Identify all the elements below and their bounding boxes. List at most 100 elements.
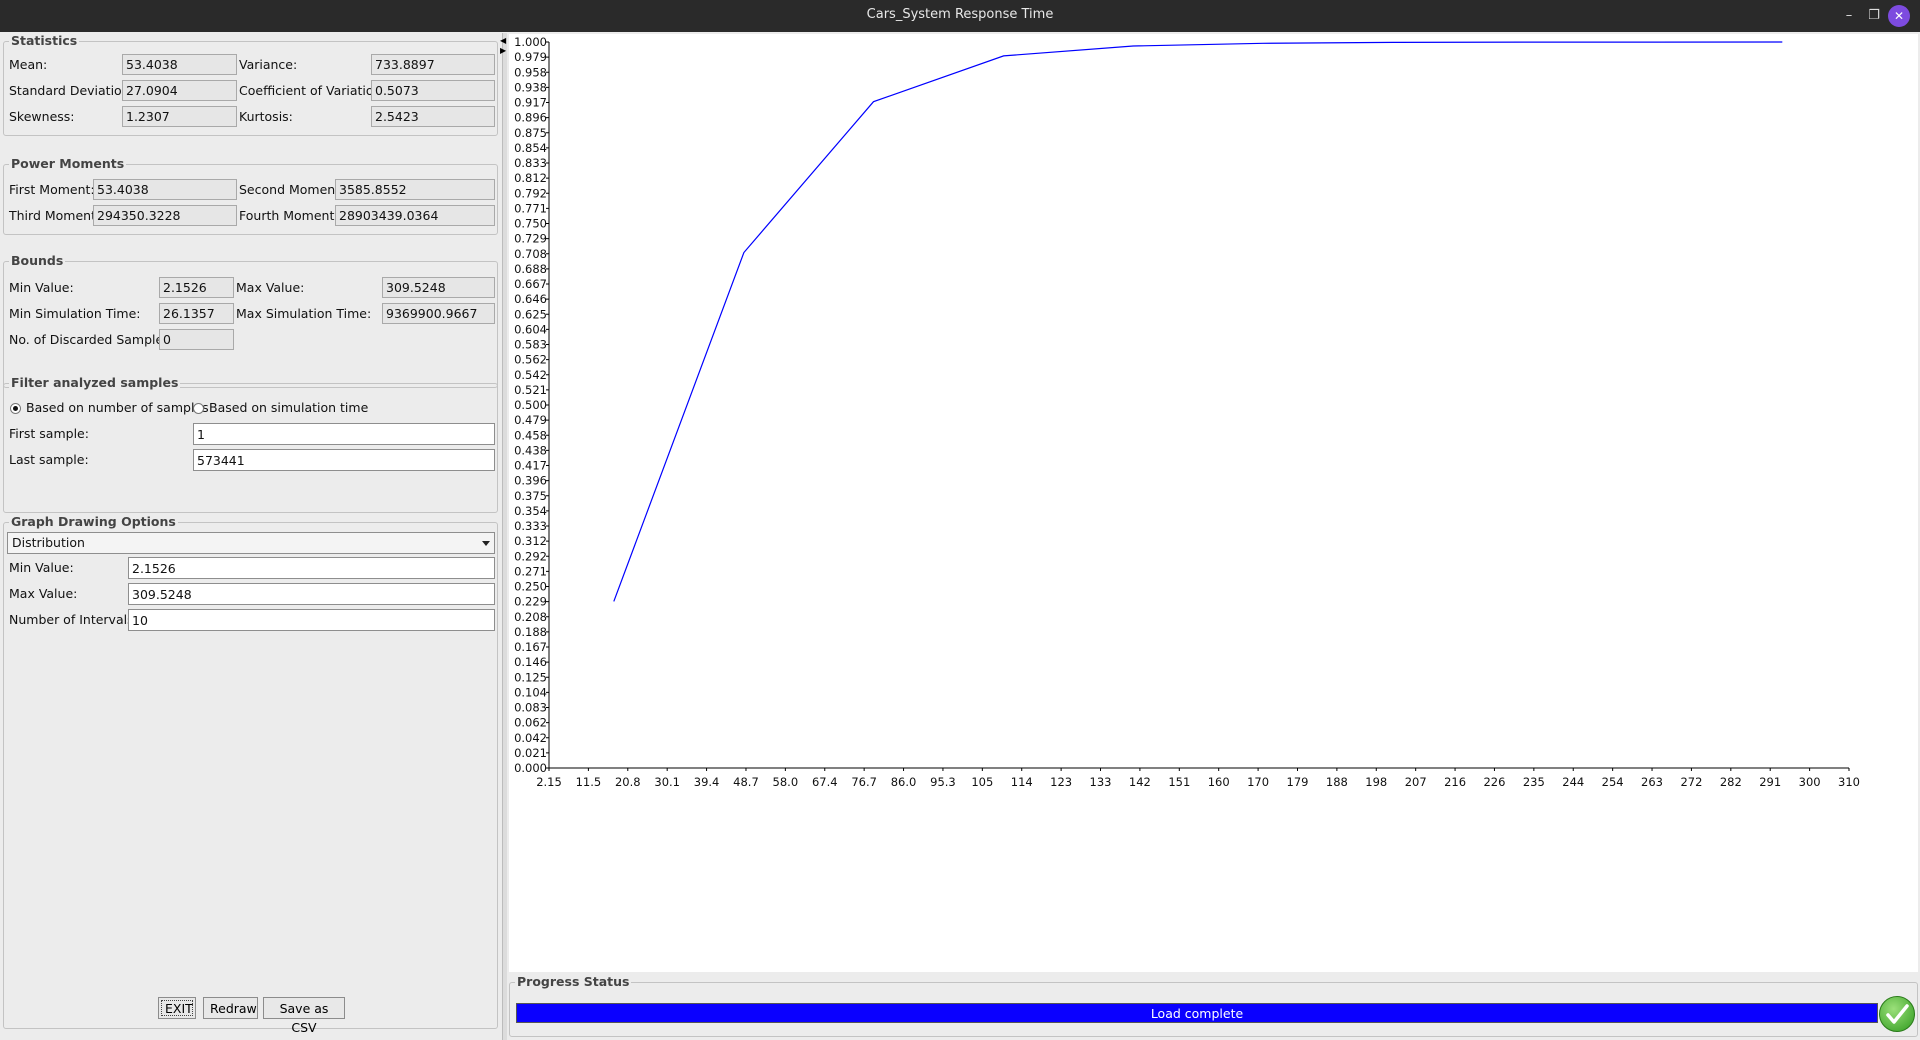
y-tick-label: 0.125 — [514, 670, 547, 684]
x-tick-label: 142 — [1129, 775, 1151, 789]
bounds-min-value: 2.1526 — [159, 277, 234, 298]
exit-button[interactable]: EXIT — [158, 997, 196, 1019]
mean-label: Mean: — [9, 57, 48, 72]
x-tick-label: 58.0 — [773, 775, 799, 789]
radio-simulation-time[interactable] — [193, 403, 204, 414]
y-tick-label: 0.625 — [514, 307, 547, 321]
y-tick-label: 0.938 — [514, 80, 547, 94]
y-tick-label: 0.333 — [514, 519, 547, 533]
x-tick-label: 300 — [1799, 775, 1821, 789]
x-tick-label: 207 — [1405, 775, 1427, 789]
cov-value: 0.5073 — [371, 80, 495, 101]
mean-value: 53.4038 — [122, 54, 237, 75]
x-tick-label: 86.0 — [891, 775, 917, 789]
discarded-samples-value: 0 — [159, 329, 234, 350]
x-tick-label: 133 — [1090, 775, 1112, 789]
x-tick-label: 151 — [1168, 775, 1190, 789]
graph-mode-value: Distribution — [12, 535, 85, 550]
first-sample-label: First sample: — [9, 426, 89, 441]
intervals-label: Number of Intervals: — [9, 612, 138, 627]
y-tick-label: 0.042 — [514, 731, 547, 745]
std-value: 27.0904 — [122, 80, 237, 101]
discarded-samples-label: No. of Discarded Samples: — [9, 332, 174, 347]
x-tick-label: 39.4 — [694, 775, 720, 789]
window-title: Cars_System Response Time — [866, 7, 1054, 22]
y-tick-label: 0.250 — [514, 580, 547, 594]
x-tick-label: 188 — [1326, 775, 1348, 789]
split-pane-divider[interactable] — [502, 33, 508, 1040]
intervals-input[interactable] — [128, 609, 495, 631]
x-tick-label: 263 — [1641, 775, 1663, 789]
bounds-max-value: 309.5248 — [382, 277, 495, 298]
graph-mode-select[interactable]: Distribution — [7, 532, 495, 554]
kurtosis-label: Kurtosis: — [239, 109, 293, 124]
y-tick-label: 0.458 — [514, 428, 547, 442]
x-tick-label: 226 — [1483, 775, 1505, 789]
y-tick-label: 0.438 — [514, 443, 547, 457]
x-tick-label: 160 — [1208, 775, 1230, 789]
y-tick-label: 1.000 — [514, 35, 547, 49]
y-tick-label: 0.750 — [514, 217, 547, 231]
x-tick-label: 48.7 — [733, 775, 759, 789]
y-tick-label: 0.833 — [514, 156, 547, 170]
minimize-icon[interactable]: – — [1845, 8, 1853, 23]
y-tick-label: 0.708 — [514, 247, 547, 261]
y-tick-label: 0.062 — [514, 716, 547, 730]
second-moment-value: 3585.8552 — [335, 179, 495, 200]
progress-status-title: Progress Status — [515, 974, 632, 989]
progress-bar: Load complete — [516, 1003, 1878, 1023]
y-tick-label: 0.896 — [514, 111, 547, 125]
graph-max-label: Max Value: — [9, 586, 78, 601]
x-tick-label: 291 — [1759, 775, 1781, 789]
y-tick-label: 0.000 — [514, 761, 547, 775]
power-moments-group: Power Moments First Moment: 53.4038 Seco… — [3, 156, 498, 235]
collapse-arrow-icon[interactable]: ◀ ▶ — [500, 36, 507, 55]
y-tick-label: 0.521 — [514, 383, 547, 397]
x-tick-label: 2.15 — [536, 775, 562, 789]
bounds-title: Bounds — [9, 253, 66, 268]
max-sim-time-value: 9369900.9667 — [382, 303, 495, 324]
x-tick-label: 30.1 — [654, 775, 680, 789]
first-sample-input[interactable] — [193, 423, 495, 445]
x-tick-label: 198 — [1365, 775, 1387, 789]
graph-min-label: Min Value: — [9, 560, 74, 575]
close-icon[interactable]: ✕ — [1888, 5, 1910, 27]
y-tick-label: 0.646 — [514, 292, 547, 306]
y-tick-label: 0.875 — [514, 126, 547, 140]
progress-status-group: Progress Status Load complete — [509, 974, 1918, 1037]
y-tick-label: 0.479 — [514, 413, 547, 427]
y-tick-label: 0.229 — [514, 595, 547, 609]
y-tick-label: 0.167 — [514, 640, 547, 654]
statistics-title: Statistics — [9, 33, 80, 48]
y-tick-label: 0.854 — [514, 141, 547, 155]
redraw-button[interactable]: Redraw — [203, 997, 258, 1019]
graph-options-title: Graph Drawing Options — [9, 514, 178, 529]
radio-number-of-samples-label[interactable]: Based on number of samples — [26, 400, 209, 415]
x-tick-label: 67.4 — [812, 775, 838, 789]
skewness-label: Skewness: — [9, 109, 75, 124]
third-moment-value: 294350.3228 — [93, 205, 237, 226]
x-tick-label: 114 — [1011, 775, 1033, 789]
x-tick-label: 244 — [1562, 775, 1584, 789]
x-tick-label: 105 — [971, 775, 993, 789]
graph-min-input[interactable] — [128, 557, 495, 579]
save-csv-button[interactable]: Save as CSV — [263, 997, 345, 1035]
radio-number-of-samples[interactable] — [10, 403, 21, 414]
first-moment-label: First Moment: — [9, 182, 95, 197]
y-tick-label: 0.396 — [514, 474, 547, 488]
y-tick-label: 0.667 — [514, 277, 547, 291]
maximize-icon[interactable]: ❐ — [1868, 8, 1880, 23]
last-sample-input[interactable] — [193, 449, 495, 471]
variance-label: Variance: — [239, 57, 298, 72]
progress-text: Load complete — [1150, 1006, 1244, 1021]
graph-max-input[interactable] — [128, 583, 495, 605]
y-tick-label: 0.917 — [514, 96, 547, 110]
y-tick-label: 0.979 — [514, 50, 547, 64]
y-tick-label: 0.542 — [514, 368, 547, 382]
radio-simulation-time-label[interactable]: Based on simulation time — [209, 400, 369, 415]
y-tick-label: 0.021 — [514, 746, 547, 760]
y-tick-label: 0.958 — [514, 65, 547, 79]
y-tick-label: 0.688 — [514, 262, 547, 276]
x-tick-label: 76.7 — [851, 775, 877, 789]
